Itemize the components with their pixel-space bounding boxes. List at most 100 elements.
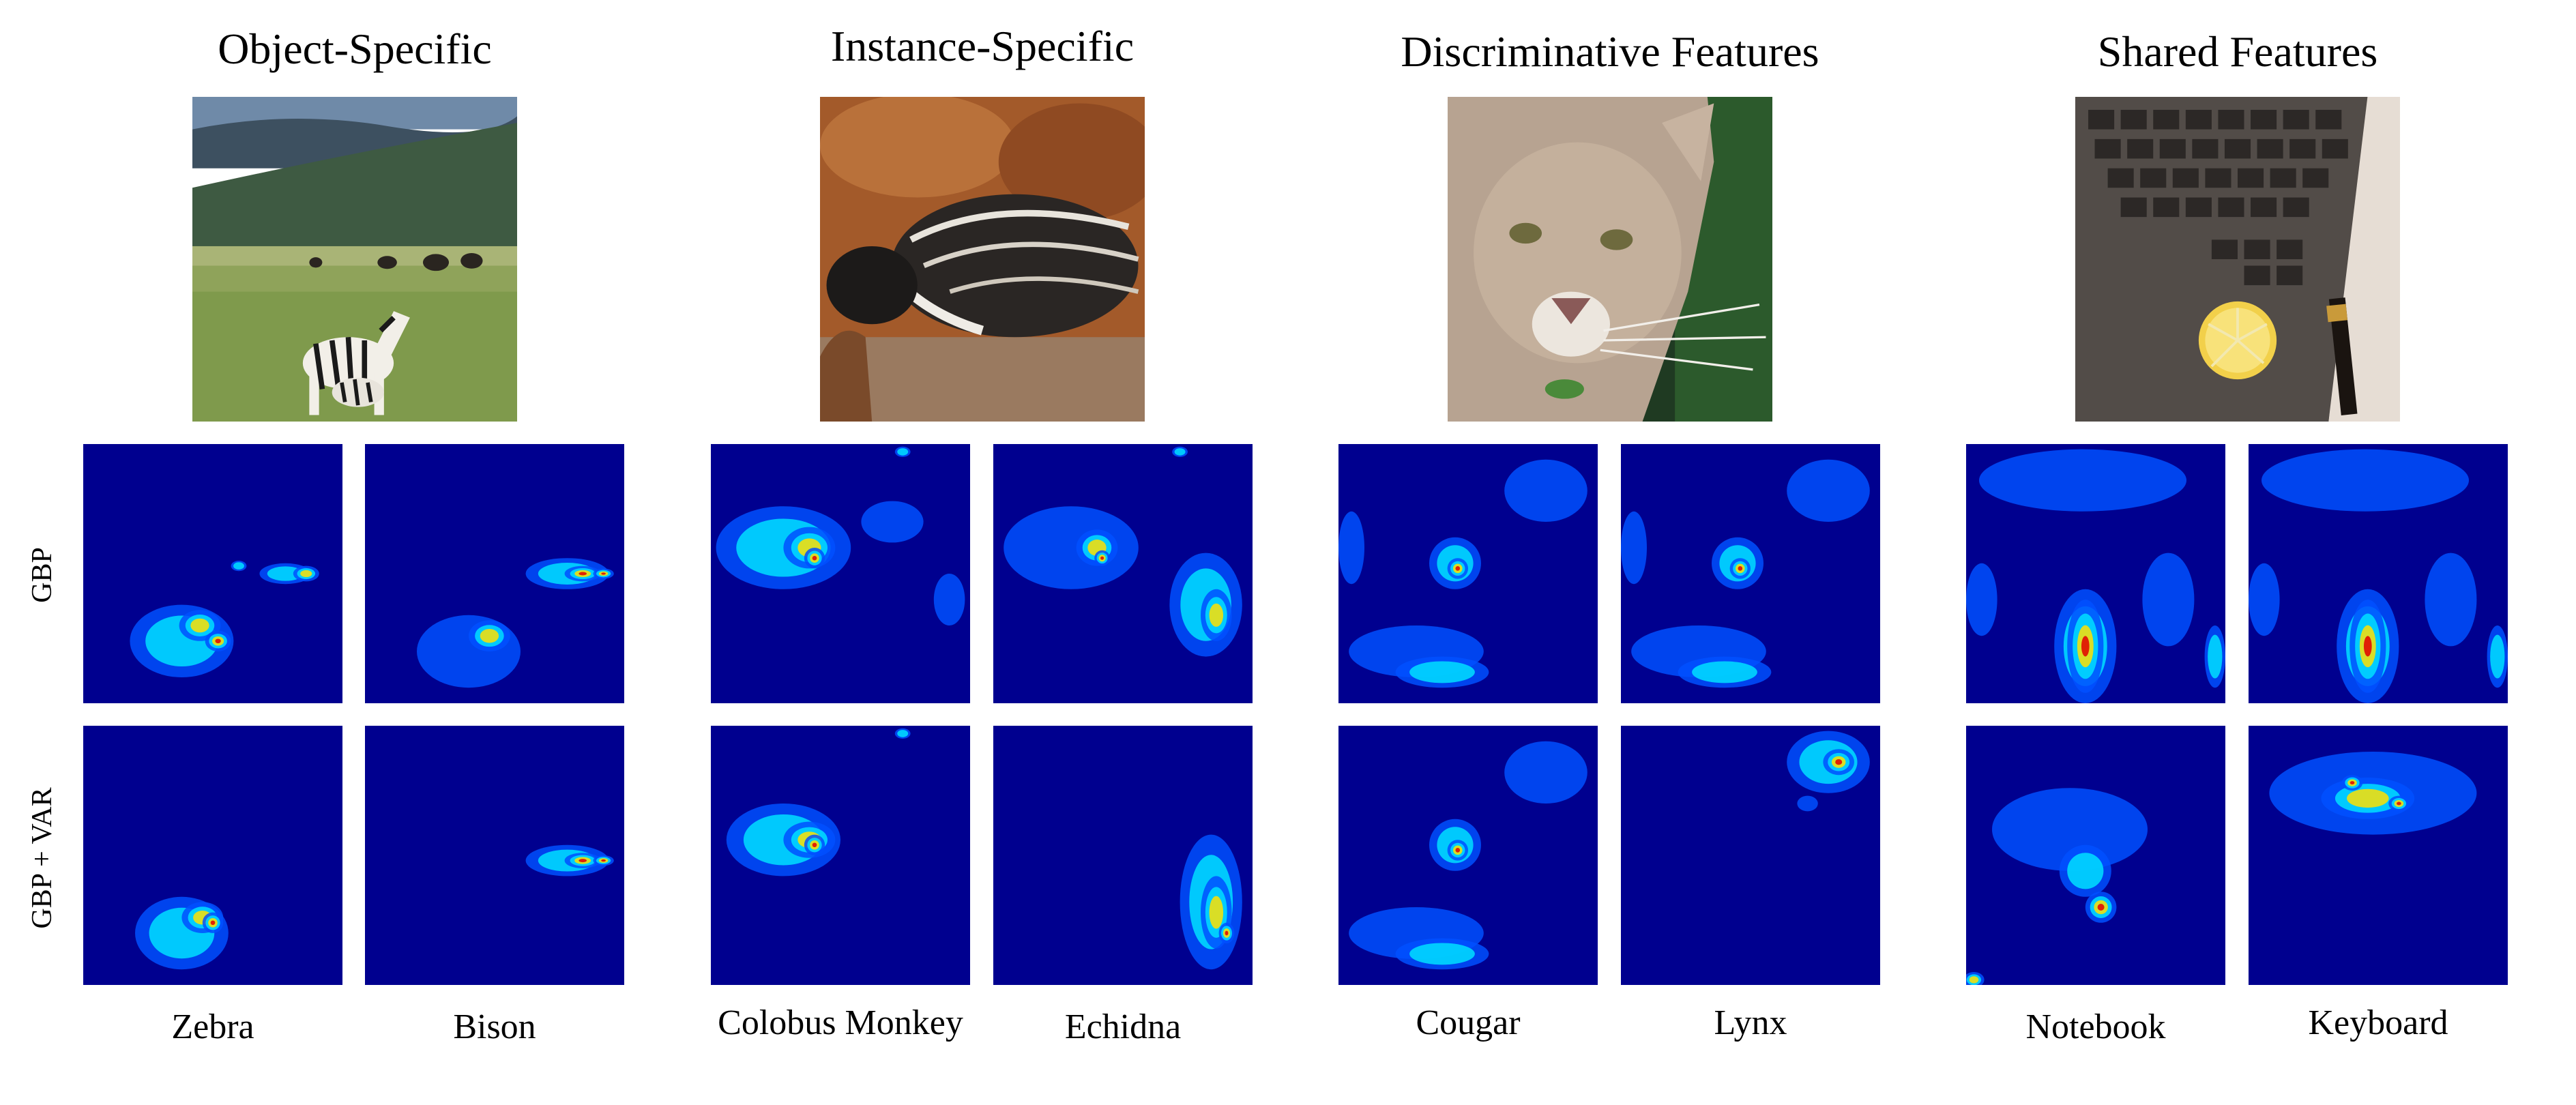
heatmap-blob: [933, 574, 965, 625]
group-title-shared-features: Shared Features: [2097, 27, 2378, 76]
heatmap-gbp-var-keyboard: [2249, 726, 2508, 985]
heatmap-gbp-lynx: [1621, 444, 1880, 703]
heatmap-blob: [1209, 603, 1224, 627]
heatmap-blob: [2097, 903, 2105, 911]
heatmap-blob: [1004, 506, 1139, 589]
caption-cougar: Cougar: [1416, 1003, 1521, 1042]
heatmap-blob: [1969, 976, 1979, 984]
heatmap-blob: [2397, 801, 2401, 806]
heatmap-blob: [300, 570, 312, 578]
heatmap-blob: [1504, 741, 1587, 804]
heatmap-blob: [2490, 634, 2505, 679]
heatmap-blob: [2347, 789, 2389, 808]
heatmap-blob: [2067, 853, 2104, 889]
heatmap-graphic: [1966, 726, 2225, 985]
heatmap-blob: [233, 562, 244, 570]
heatmap-blob: [480, 628, 499, 643]
heatmap-gbp-var-lynx: [1621, 726, 1880, 985]
heatmap-blob: [861, 501, 924, 543]
heatmap-blob: [1338, 511, 1364, 585]
heatmap-blob: [215, 638, 221, 644]
caption-notebook: Notebook: [2025, 1007, 2166, 1046]
heatmap-gbp-colobus-monkey: [711, 444, 970, 703]
heatmap-blob: [2081, 636, 2090, 657]
heatmap-blob: [601, 572, 606, 575]
group-title-discriminative-features: Discriminative Features: [1401, 27, 1819, 76]
heatmap-gbp-var-colobus-monkey: [711, 726, 970, 985]
heatmap-graphic: [1621, 726, 1880, 985]
heatmap-blob: [1504, 459, 1587, 522]
heatmap-gbp-echidna: [993, 444, 1253, 703]
group-title-object-specific: Object-Specific: [218, 25, 492, 73]
heatmap-blob: [267, 566, 304, 581]
heatmap-graphic: [1621, 444, 1880, 703]
heatmap-blob: [2363, 636, 2372, 657]
heatmap-blob: [190, 618, 209, 633]
heatmap-blob: [1979, 449, 2186, 512]
heatmap-blob: [897, 448, 909, 456]
heatmap-graphic: [711, 444, 970, 703]
heatmap-graphic: [993, 444, 1253, 703]
row-label-gbp: GBP: [27, 547, 58, 603]
heatmap-blob: [1738, 566, 1743, 571]
heatmap-blob: [1692, 661, 1757, 683]
heatmap-graphic: [1966, 444, 2225, 703]
heatmap-blob: [1797, 795, 1818, 812]
heatmap-gbp-bison: [365, 444, 624, 703]
caption-lynx: Lynx: [1714, 1003, 1787, 1042]
heatmap-blob: [2262, 449, 2469, 512]
caption-zebra: Zebra: [171, 1007, 254, 1046]
heatmap-blob: [579, 859, 587, 863]
heatmap-blob: [579, 572, 587, 576]
heatmap-blob: [1100, 556, 1104, 560]
heatmap-blob: [1787, 459, 1870, 522]
heatmap-graphic: [83, 726, 342, 985]
heatmap-gbp-var-echidna: [993, 726, 1253, 985]
heatmap-blob: [1225, 930, 1229, 936]
input-photo-zebra: [192, 97, 517, 422]
caption-echidna: Echidna: [1064, 1007, 1182, 1046]
row-label-gbp-var: GBP + VAR: [27, 787, 58, 929]
heatmap-graphic: [365, 726, 624, 985]
heatmap-graphic: [2249, 444, 2508, 703]
caption-bison: Bison: [453, 1007, 536, 1046]
heatmap-blob: [2350, 781, 2355, 785]
heatmap-graphic: [365, 444, 624, 703]
heatmap-gbp-cougar: [1338, 444, 1598, 703]
caption-colobus-monkey: Colobus Monkey: [718, 1003, 963, 1042]
heatmap-blob: [812, 555, 817, 561]
heatmap-blob: [1992, 788, 2148, 871]
heatmap-blob: [897, 730, 909, 737]
group-title-instance-specific: Instance-Specific: [830, 22, 1135, 70]
heatmap-blob: [1409, 661, 1475, 683]
heatmap-blob: [1455, 848, 1461, 853]
heatmap-graphic: [711, 726, 970, 985]
heatmap-gbp-notebook: [1966, 444, 2225, 703]
heatmap-graphic: [1338, 444, 1598, 703]
heatmap-gbp-keyboard: [2249, 444, 2508, 703]
heatmap-blob: [812, 842, 817, 848]
heatmap-gbp-var-zebra: [83, 726, 342, 985]
heatmap-blob: [2425, 552, 2477, 647]
input-photo-cougar: [1448, 97, 1772, 422]
heatmap-gbp-zebra: [83, 444, 342, 703]
heatmap-blob: [1835, 759, 1843, 765]
input-photo-porcupine: [820, 97, 1145, 422]
heatmap-graphic: [993, 726, 1253, 985]
heatmap-graphic: [83, 444, 342, 703]
heatmap-graphic: [1338, 726, 1598, 985]
caption-keyboard: Keyboard: [2308, 1003, 2448, 1042]
heatmap-blob: [1455, 566, 1461, 571]
input-photo-laptop: [2075, 97, 2400, 422]
heatmap-blob: [1174, 448, 1186, 456]
heatmap-gbp-var-bison: [365, 726, 624, 985]
heatmap-blob: [210, 920, 216, 926]
heatmap-blob: [1209, 896, 1224, 929]
heatmap-blob: [2142, 552, 2195, 647]
heatmap-gbp-var-cougar: [1338, 726, 1598, 985]
heatmap-blob: [1966, 563, 1997, 636]
heatmap-blob: [2249, 563, 2280, 636]
heatmap-blob: [2208, 634, 2223, 679]
heatmap-blob: [1621, 511, 1647, 585]
heatmap-blob: [1409, 943, 1475, 965]
